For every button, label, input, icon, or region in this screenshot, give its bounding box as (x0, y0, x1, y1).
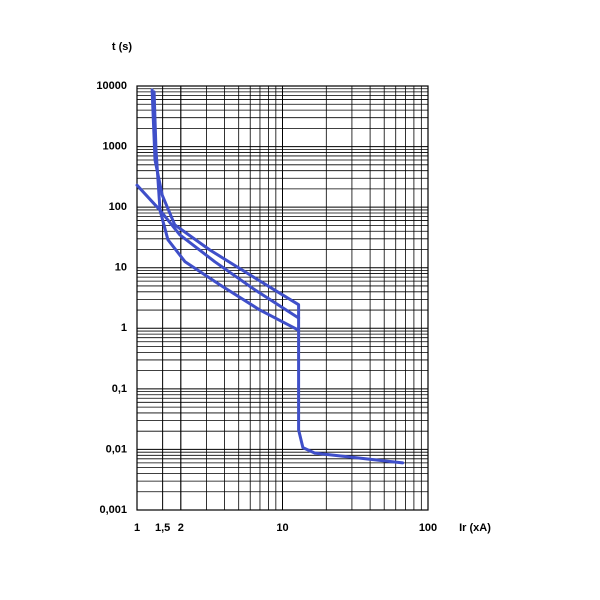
y-tick-label: 0,1 (112, 383, 127, 395)
y-tick-label: 10000 (96, 80, 127, 92)
x-tick-label: 100 (419, 522, 437, 534)
curve (135, 183, 405, 465)
y-tick-label: 1 (121, 322, 127, 334)
plot-border (136, 85, 429, 511)
x-tick-label: 1 (134, 522, 140, 534)
y-tick-label: 1000 (103, 140, 127, 152)
curve (152, 90, 301, 320)
y-tick-label: 100 (109, 201, 127, 213)
x-tick-label: 10 (276, 522, 288, 534)
y-tick-label: 0,01 (106, 443, 127, 455)
x-axis-label: Ir (xA) (459, 522, 491, 534)
y-tick-label: 10 (115, 262, 127, 274)
y-tick-label: 0,001 (99, 504, 127, 516)
x-tick-label: 2 (178, 522, 184, 534)
x-tick-label: 1,5 (155, 522, 170, 534)
y-axis-label: t (s) (112, 41, 133, 53)
